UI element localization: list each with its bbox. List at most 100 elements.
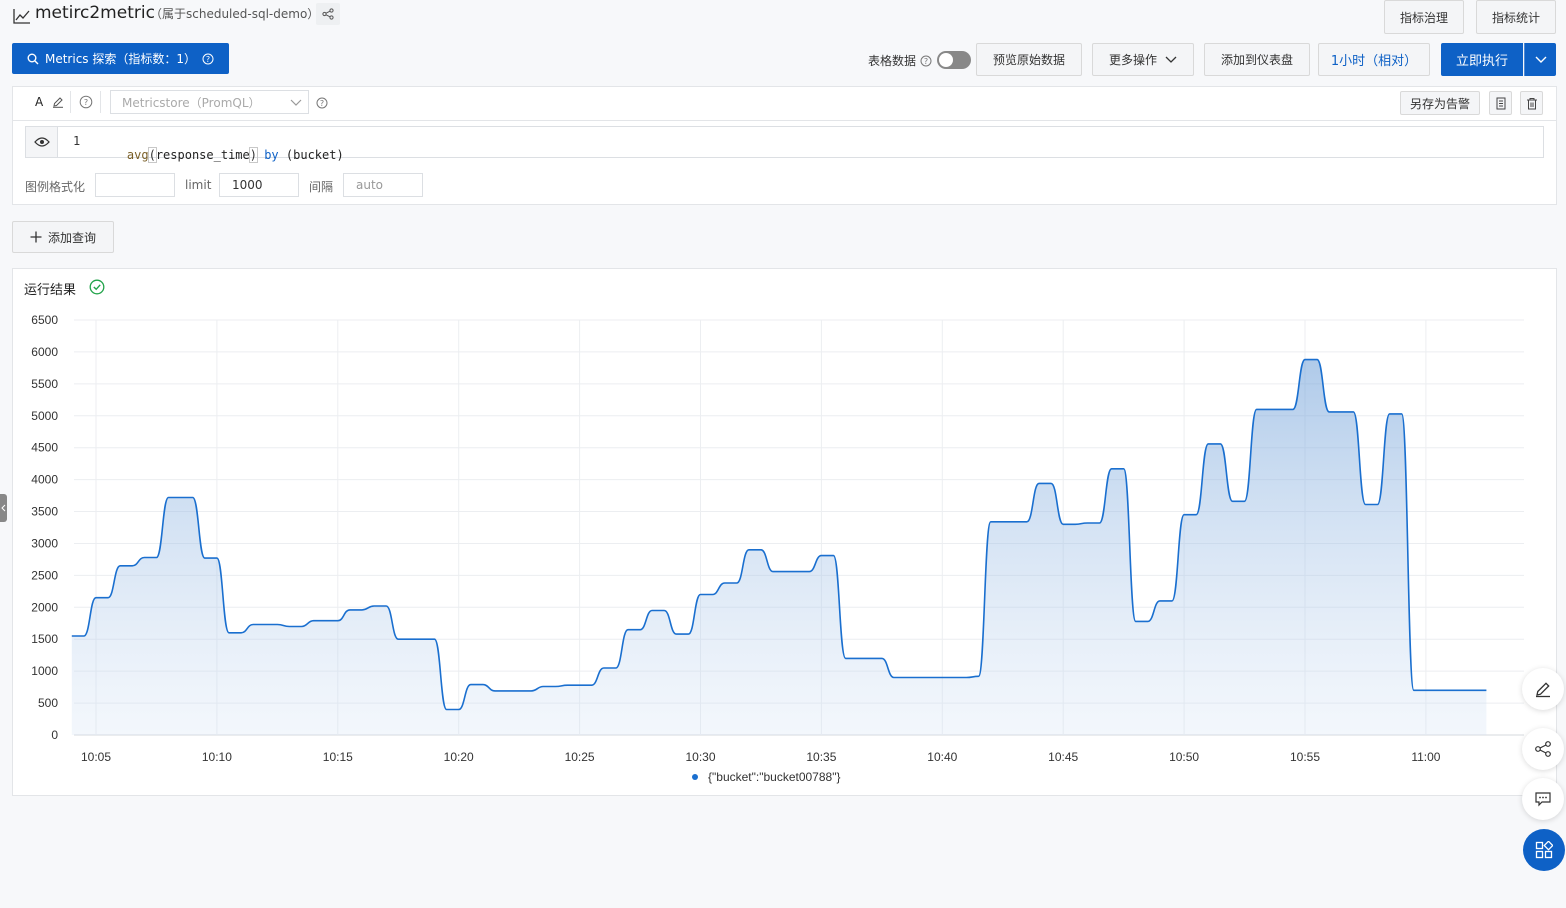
metrics-explore-button[interactable]: Metrics 探索（指标数：1） ? xyxy=(12,43,229,74)
help-icon[interactable]: ? xyxy=(79,95,93,109)
code-function: avg xyxy=(126,148,149,162)
line-number: 1 xyxy=(73,134,81,148)
add-query-button[interactable]: 添加查询 xyxy=(12,221,114,253)
svg-text:?: ? xyxy=(206,55,210,64)
legend-format-label: 图例格式化 xyxy=(25,180,86,194)
code-paren: ( xyxy=(147,147,157,163)
table-data-toggle[interactable] xyxy=(937,51,971,69)
series-line[interactable] xyxy=(71,358,1487,711)
interval-label: 间隔 xyxy=(309,180,334,194)
query-editor[interactable]: 1 avg(response_time) by (bucket) xyxy=(25,126,1544,163)
share-icon xyxy=(1535,741,1551,757)
y-tick-label: 5500 xyxy=(31,377,58,391)
x-tick-label: 10:55 xyxy=(1290,750,1320,764)
promql-code[interactable]: avg(response_time) by (bucket) xyxy=(98,134,344,176)
divider xyxy=(70,91,71,113)
apps-float-button[interactable] xyxy=(1523,829,1565,871)
y-tick-label: 2500 xyxy=(31,568,58,582)
edit-icon xyxy=(1536,682,1550,698)
legend-marker xyxy=(692,774,698,780)
divider xyxy=(100,91,101,113)
trash-icon xyxy=(1526,97,1537,109)
edit-float-button[interactable] xyxy=(1522,668,1564,710)
metricstore-select[interactable]: Metricstore（PromQL） xyxy=(110,90,309,114)
search-icon xyxy=(27,53,39,64)
limit-input[interactable]: 1000 xyxy=(219,173,299,197)
metric-stats-button[interactable]: 指标统计 xyxy=(1476,0,1556,34)
query-label-a: A xyxy=(35,95,44,109)
more-actions-button[interactable]: 更多操作 xyxy=(1092,43,1194,76)
x-tick-label: 11:00 xyxy=(1411,750,1440,764)
y-tick-label: 1000 xyxy=(31,664,58,678)
add-to-dashboard-button[interactable]: 添加到仪表盘 xyxy=(1204,43,1310,76)
interval-input[interactable]: auto xyxy=(343,173,423,197)
time-range-picker[interactable]: 1小时（相对） xyxy=(1318,43,1430,76)
legend-format-input[interactable] xyxy=(95,173,175,197)
y-tick-label: 3000 xyxy=(31,536,58,550)
toggle-knob xyxy=(939,53,953,67)
divider xyxy=(13,120,1556,121)
add-query-label: 添加查询 xyxy=(47,230,96,245)
eye-icon[interactable] xyxy=(33,137,50,147)
svg-text:?: ? xyxy=(924,57,928,66)
chart-line-icon xyxy=(12,6,32,26)
legend-series-label[interactable]: {"bucket":"bucket00788"} xyxy=(708,770,840,784)
save-as-alert-button[interactable]: 另存为告警 xyxy=(1400,91,1480,115)
help-icon: ? xyxy=(202,53,214,64)
x-tick-label: 10:50 xyxy=(1169,750,1199,764)
share-float-button[interactable] xyxy=(1522,728,1564,770)
y-tick-label: 5000 xyxy=(31,409,58,423)
svg-text:?: ? xyxy=(84,98,88,107)
x-tick-label: 10:20 xyxy=(444,750,474,764)
chevron-down-icon xyxy=(1165,56,1177,63)
chevron-down-icon xyxy=(1535,56,1546,63)
collapse-handle[interactable] xyxy=(0,494,7,522)
y-tick-label: 6500 xyxy=(31,313,58,327)
editor-gutter xyxy=(26,127,58,157)
page-title: metirc2metric xyxy=(35,3,155,23)
series-area xyxy=(71,359,1487,735)
y-tick-label: 6000 xyxy=(31,345,58,359)
more-actions-label: 更多操作 xyxy=(1108,53,1157,67)
x-tick-label: 10:10 xyxy=(202,750,232,764)
run-now-button[interactable]: 立即执行 xyxy=(1441,43,1523,76)
x-tick-label: 10:30 xyxy=(685,750,715,764)
y-tick-label: 3500 xyxy=(31,505,58,519)
edit-icon[interactable] xyxy=(52,96,64,108)
code-metric: response_time xyxy=(155,148,250,162)
delete-query-button[interactable] xyxy=(1520,91,1543,115)
y-tick-label: 4500 xyxy=(31,441,58,455)
feedback-float-button[interactable] xyxy=(1522,778,1564,820)
x-tick-label: 10:35 xyxy=(806,750,836,764)
code-paren: ) xyxy=(248,147,259,163)
feedback-icon xyxy=(1535,792,1551,807)
x-tick-label: 10:15 xyxy=(323,750,353,764)
chevron-down-icon xyxy=(290,99,302,106)
metric-governance-button[interactable]: 指标治理 xyxy=(1384,0,1464,34)
help-icon: ? xyxy=(920,55,932,67)
limit-label: limit xyxy=(185,178,212,192)
result-title: 运行结果 xyxy=(24,283,77,298)
x-tick-label: 10:45 xyxy=(1048,750,1078,764)
help-icon[interactable]: ? xyxy=(316,97,328,109)
y-tick-label: 500 xyxy=(38,696,58,710)
svg-text:?: ? xyxy=(320,99,324,108)
table-data-label: 表格数据 xyxy=(868,54,917,68)
share-small-button[interactable] xyxy=(316,3,340,25)
run-options-dropdown[interactable] xyxy=(1524,43,1556,76)
explore-label: Metrics 探索（指标数：1） xyxy=(44,52,196,66)
chevron-left-icon xyxy=(1,504,6,512)
share-icon xyxy=(322,8,334,20)
response-time-chart[interactable]: 0 500 1000 1500 2000 2500 3000 3500 4000 4500 5000… xyxy=(12,300,1557,795)
copy-query-button[interactable] xyxy=(1489,91,1512,115)
code-group: (bucket) xyxy=(285,148,344,162)
preview-raw-data-button[interactable]: 预览原始数据 xyxy=(976,43,1082,76)
y-tick-label: 4000 xyxy=(31,473,58,487)
plus-icon xyxy=(30,231,42,243)
x-tick-label: 10:25 xyxy=(565,750,595,764)
y-tick-label: 0 xyxy=(51,728,58,742)
x-tick-label: 10:40 xyxy=(927,750,957,764)
x-tick-label: 10:05 xyxy=(81,750,111,764)
project-subtitle: （属于scheduled-sql-demo） xyxy=(150,7,320,21)
metricstore-placeholder: Metricstore（PromQL） xyxy=(122,95,261,110)
